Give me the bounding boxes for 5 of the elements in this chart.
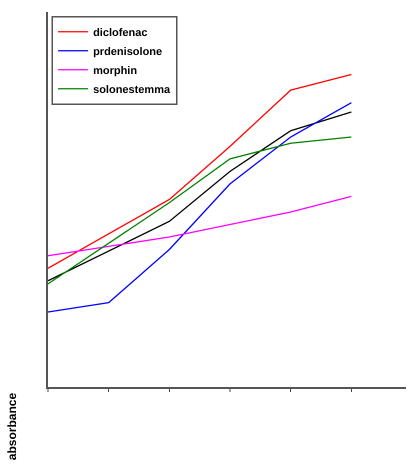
legend-label: solonestemma xyxy=(93,84,171,96)
legend-label: prdenisolone xyxy=(93,46,162,58)
legend-label: morphin xyxy=(93,65,138,78)
legend-label: diclofenac xyxy=(93,27,148,40)
y-axis-title: absorbance xyxy=(5,392,20,460)
